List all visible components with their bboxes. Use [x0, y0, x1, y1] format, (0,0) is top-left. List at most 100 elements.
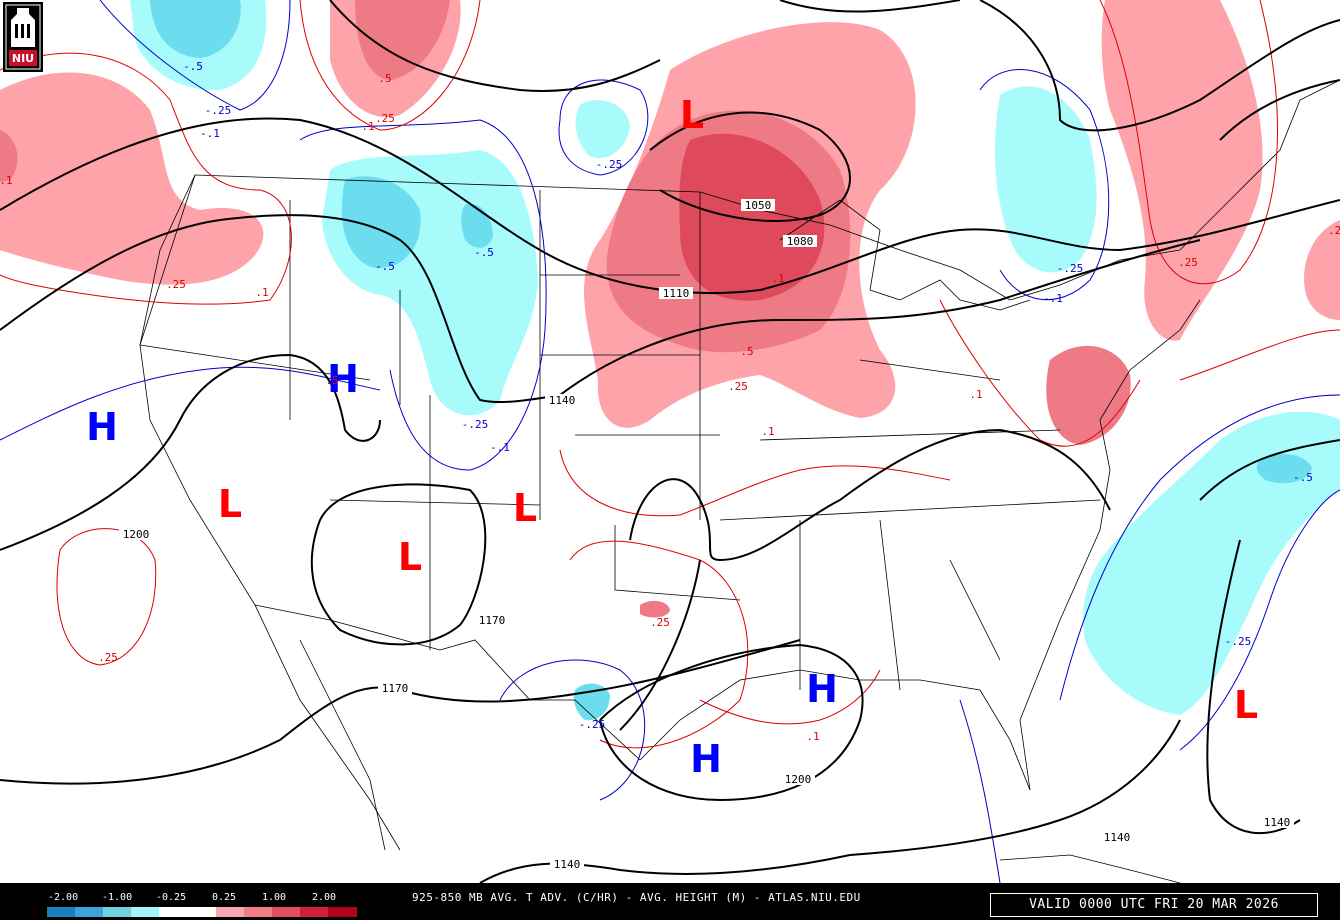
warm-area-pacific-nw	[0, 72, 264, 285]
height-contour-1050	[649, 111, 851, 222]
east-coast	[1019, 299, 1201, 791]
warm-advection-label: .25	[1328, 224, 1340, 237]
height-contour-north-2	[779, 0, 961, 13]
high-pressure-label: H	[690, 737, 722, 781]
height-contour-label: 1140	[1104, 831, 1131, 844]
low-pressure-label: L	[1234, 683, 1258, 727]
state-line-16	[949, 559, 1001, 661]
height-contour-label: 1200	[123, 528, 150, 541]
legend-tick-label: -0.25	[156, 892, 187, 903]
map-canvas: H H H H L L L L L 1050 1080 1110 1140 1170 1200 1170 120…	[0, 0, 1340, 883]
cold-contour-4	[558, 79, 649, 176]
warm-advection-label: .25	[166, 278, 186, 291]
cold-area-bc-mid	[150, 0, 241, 58]
cold-advection-label: -.1	[490, 441, 510, 454]
height-label-bg	[545, 394, 579, 406]
state-line-18	[759, 429, 1061, 441]
cold-area-atlantic-mid	[1256, 454, 1312, 484]
cold-advection-label: -.25	[579, 718, 606, 731]
west-coast	[139, 174, 401, 851]
state-line-2	[139, 174, 196, 346]
low-pressure-label: L	[218, 482, 242, 526]
low-pressure-label: L	[398, 535, 422, 579]
cold-advection-label: -.5	[183, 60, 203, 73]
legend-tick-label: 1.00	[262, 892, 287, 903]
niu-logo-text: NIU	[12, 52, 34, 65]
cold-contour-2	[299, 119, 547, 471]
cold-contour-5	[979, 69, 1110, 301]
height-label-bg	[475, 614, 509, 626]
cold-area-dakota	[575, 100, 630, 159]
height-contour-1140-ne	[1219, 79, 1340, 141]
cold-advection-label: -.5	[474, 246, 494, 259]
state-line-11	[614, 525, 741, 601]
warm-contour-4	[559, 449, 951, 517]
niu-logo: NIU	[3, 2, 43, 72]
state-line-15	[879, 519, 901, 691]
height-label-bg	[659, 287, 693, 299]
cold-advection-label: -.25	[462, 418, 489, 431]
warm-advection-label: .1	[969, 388, 982, 401]
height-label-bg	[119, 528, 153, 540]
height-label-bg	[781, 773, 815, 785]
cold-advection-label: -.1	[200, 127, 220, 140]
cold-advection-label: -.5	[1293, 471, 1313, 484]
warm-area-ne	[1101, 0, 1263, 341]
warm-contour-2	[0, 52, 292, 305]
height-contour-label: 1140	[554, 858, 581, 871]
political-borders	[139, 79, 1340, 883]
height-contour-1110	[0, 117, 1340, 295]
cold-advection-label: -.1	[1043, 292, 1063, 305]
warm-advection-label: .25	[728, 380, 748, 393]
map-title: 925-850 MB AVG. T ADV. (C/HR) - AVG. HEI…	[412, 891, 861, 904]
warm-advection-label: .5	[325, 374, 338, 387]
cold-advection-contours	[0, 0, 1340, 883]
height-label-bg	[378, 682, 412, 694]
height-contour-1170	[310, 483, 487, 646]
low-pressure-label: L	[513, 486, 537, 530]
warm-advection-label: .1	[806, 730, 819, 743]
warm-advection-label: .25	[98, 651, 118, 664]
cold-area-great-lakes	[995, 86, 1097, 273]
height-contour-1170-sw	[0, 639, 801, 785]
height-contour-1200-west	[0, 353, 381, 551]
us-mexico-border	[254, 604, 641, 761]
warm-advection-contours	[0, 0, 1340, 749]
warm-contour-9	[1179, 329, 1340, 381]
cold-contour-8	[499, 659, 646, 801]
height-label-bg	[550, 858, 584, 870]
height-label-bg	[1100, 831, 1134, 843]
warm-contour-3	[299, 0, 481, 131]
cold-advection-label: -.25	[596, 158, 623, 171]
warm-area-texas	[640, 600, 670, 618]
legend-tick-label: 2.00	[312, 892, 337, 903]
height-contour-label: 1170	[382, 682, 409, 695]
legend-tick-label: -2.00	[48, 892, 79, 903]
height-contour-1140-center	[629, 428, 1111, 562]
gulf-coast	[639, 669, 1031, 791]
legend-swatch	[243, 907, 273, 917]
cold-advection-areas	[130, 0, 1340, 721]
advection-labels: .5.25.1.25.1.5.25.1.1.25.1.25.25.1.25.1-…	[0, 60, 1340, 743]
height-contour-1140-gulf	[619, 559, 701, 731]
warm-contour-7	[1099, 0, 1278, 285]
legend-swatch	[131, 907, 161, 917]
cold-area-atlantic	[1083, 411, 1340, 715]
legend-swatch	[215, 907, 245, 917]
height-labels: 1050 1080 1110 1140 1170 1200 1170 1200 1140 1140…	[119, 199, 1294, 871]
cuba	[999, 854, 1181, 883]
canada-coast	[1179, 79, 1340, 251]
high-pressure-label: H	[327, 357, 359, 401]
height-contour-label: 1200	[785, 773, 812, 786]
valid-time-box: VALID 0000 UTC FRI 20 MAR 2026	[990, 893, 1318, 917]
legend-swatch	[187, 907, 217, 917]
warm-advection-label: .5	[378, 72, 391, 85]
cold-contour-1	[0, 366, 381, 441]
legend-swatch	[159, 907, 189, 917]
cold-contour-9	[959, 699, 1001, 883]
legend-swatch	[299, 907, 329, 917]
warm-advection-areas	[0, 0, 1340, 618]
cold-advection-label: -.25	[1057, 262, 1084, 275]
cold-area-rockies-mid	[341, 176, 421, 269]
height-contour-label: 1140	[549, 394, 576, 407]
